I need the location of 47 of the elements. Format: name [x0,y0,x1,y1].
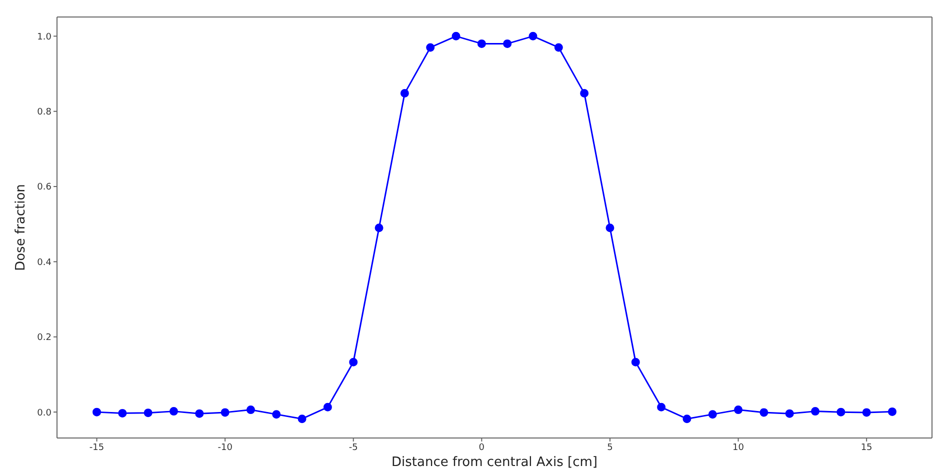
y-axis-title: Dose fraction [14,184,29,271]
y-tick-label: 0.0 [37,408,52,418]
point [708,410,717,419]
point [657,402,666,412]
point [349,358,358,366]
point [580,89,589,98]
point [734,406,743,414]
point [631,358,640,366]
point [785,409,794,418]
y-tick-label: 0.6 [37,182,52,193]
point [760,408,768,417]
point [92,408,102,416]
y-tick-label: 1.0 [37,32,52,42]
point [554,43,563,52]
y-tick-label: 0.8 [37,108,52,118]
point [144,408,152,418]
point [374,224,384,232]
x-tick-label: 15 [860,442,872,453]
point [836,408,846,416]
point [195,409,204,418]
x-tick-label: -15 [89,442,104,453]
point [400,89,409,98]
x-axis-title: Distance from central Axis [cm] [392,455,598,470]
point [220,408,230,417]
x-tick-label: -10 [218,442,233,453]
x-tick-label: 5 [607,442,613,453]
point [862,408,871,417]
point [477,39,486,48]
point [118,408,127,418]
point [298,414,306,424]
point [246,406,255,414]
point [170,407,178,416]
point [811,407,820,416]
point [323,402,332,412]
point [452,32,460,40]
x-tick-label: 10 [732,442,744,453]
point [528,32,538,40]
point [606,224,614,232]
point [272,410,281,419]
point [503,39,512,48]
point [426,43,435,52]
x-tick-label: 0 [478,442,485,453]
point [682,414,692,424]
point [888,407,896,416]
x-tick-label: -5 [348,442,358,453]
y-tick-label: 0.4 [37,258,52,268]
y-tick-label: 0.2 [37,333,52,344]
